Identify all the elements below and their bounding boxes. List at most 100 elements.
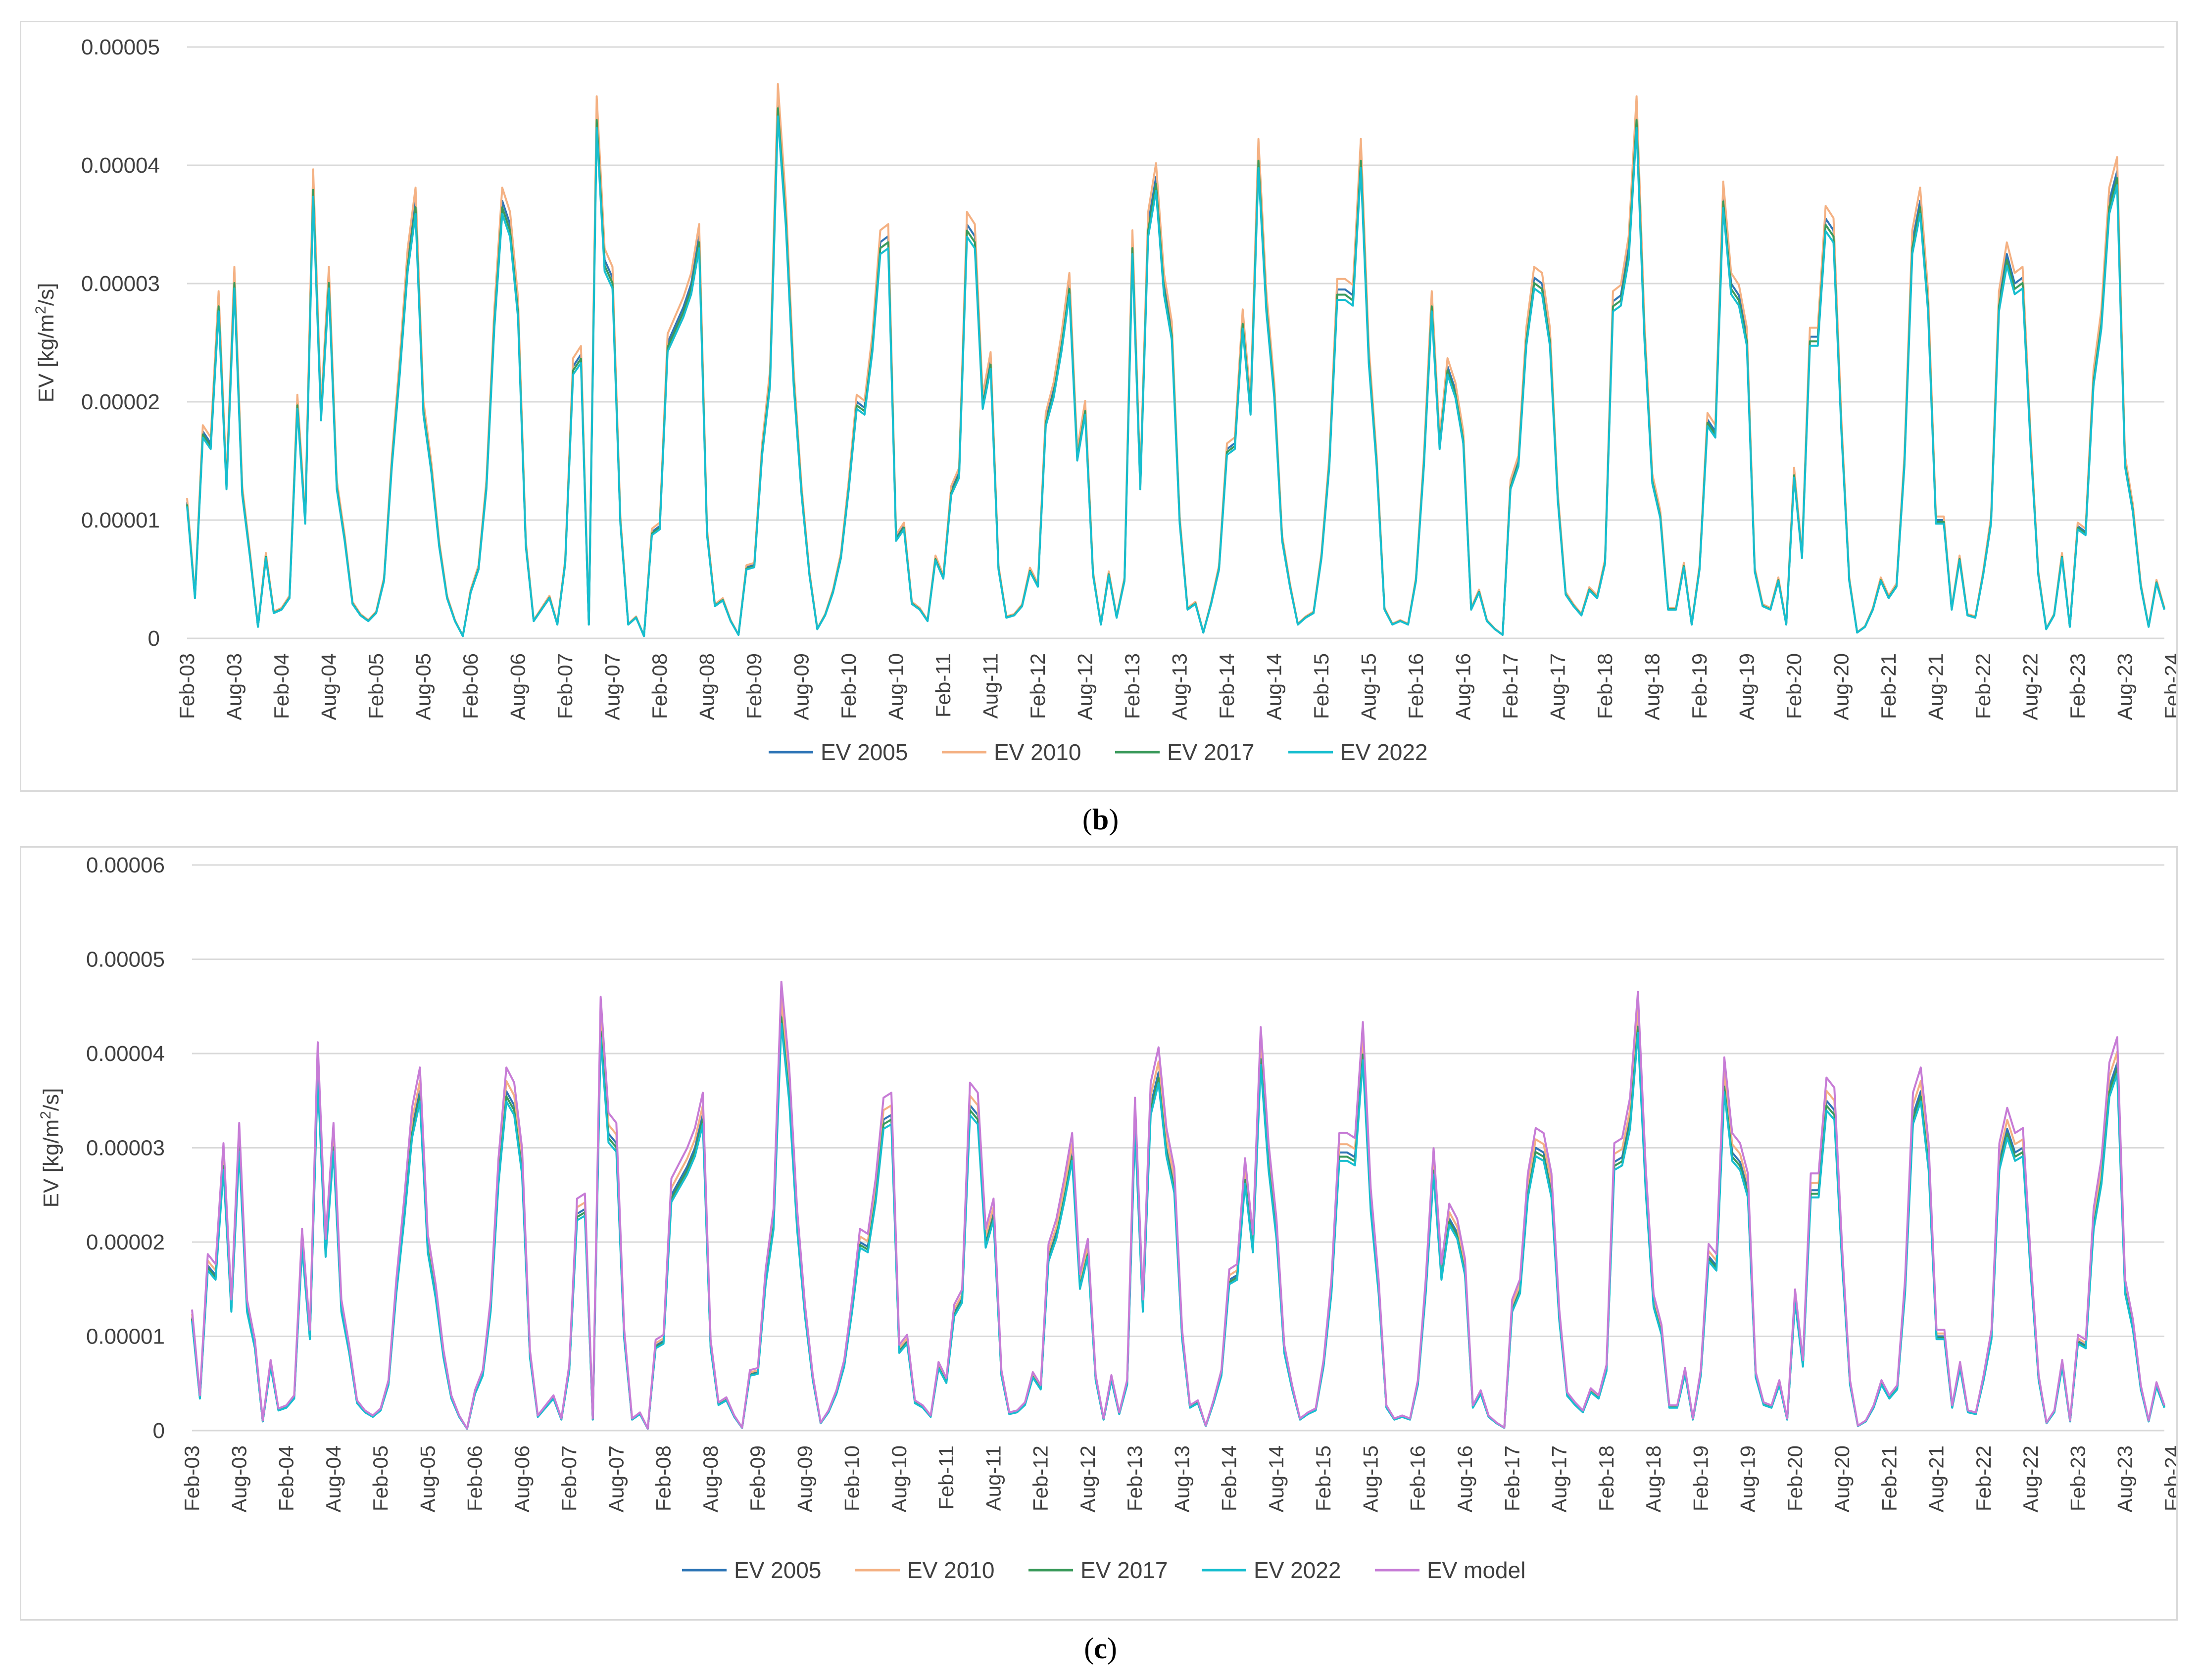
- caption-c: (c): [0, 1632, 2201, 1666]
- x-tick-label-c-16: Feb-11: [934, 1445, 958, 1510]
- x-tick-label-c-3: Aug-04: [322, 1445, 345, 1512]
- x-tick-label-b-35: Aug-20: [1829, 653, 1853, 720]
- x-tick-label-b-29: Aug-17: [1546, 653, 1569, 720]
- x-tick-label-b-28: Feb-17: [1499, 653, 1522, 719]
- x-tick-label-c-18: Feb-12: [1029, 1445, 1052, 1511]
- x-tick-label-b-42: Feb-24: [2160, 653, 2176, 719]
- x-tick-label-b-3: Aug-04: [317, 653, 340, 720]
- y-tick-label-c-5: 0.00005: [86, 948, 165, 972]
- x-tick-label-b-5: Aug-05: [411, 653, 435, 720]
- x-tick-label-c-22: Feb-14: [1218, 1445, 1241, 1511]
- x-tick-label-c-37: Aug-21: [1925, 1445, 1948, 1512]
- x-tick-label-c-24: Feb-15: [1312, 1445, 1335, 1511]
- y-tick-label-c-4: 0.00004: [86, 1042, 165, 1066]
- x-tick-label-b-11: Aug-08: [695, 653, 718, 720]
- legend-label-c-2: EV 2017: [1080, 1557, 1168, 1583]
- x-tick-label-b-19: Aug-12: [1073, 653, 1096, 720]
- x-tick-label-b-4: Feb-05: [364, 653, 388, 719]
- x-tick-label-b-25: Aug-15: [1357, 653, 1380, 720]
- x-tick-label-c-34: Feb-20: [1783, 1445, 1807, 1511]
- x-tick-label-b-18: Feb-12: [1026, 653, 1049, 719]
- x-tick-label-c-21: Aug-13: [1170, 1445, 1193, 1512]
- x-tick-label-c-40: Feb-23: [2066, 1445, 2089, 1511]
- x-tick-label-b-7: Aug-06: [506, 653, 529, 720]
- x-tick-label-c-29: Aug-17: [1548, 1445, 1571, 1512]
- x-tick-label-c-8: Feb-07: [557, 1445, 581, 1511]
- x-tick-label-c-15: Aug-10: [887, 1445, 911, 1512]
- legend-label-c-1: EV 2010: [907, 1557, 994, 1583]
- caption-b-close: ): [1109, 803, 1119, 836]
- x-tick-label-c-31: Aug-18: [1642, 1445, 1665, 1512]
- y-axis-title-b: EV [kg/m2/s]: [33, 283, 59, 403]
- x-tick-label-c-23: Aug-14: [1265, 1445, 1288, 1512]
- y-tick-label-c-2: 0.00002: [86, 1230, 165, 1254]
- x-tick-label-c-41: Aug-23: [2113, 1445, 2137, 1512]
- series-line-c-ev-model: [191, 980, 2165, 1430]
- x-tick-label-c-20: Feb-13: [1123, 1445, 1146, 1511]
- x-tick-label-b-31: Aug-18: [1640, 653, 1663, 720]
- x-tick-label-c-33: Aug-19: [1736, 1445, 1760, 1512]
- x-tick-label-b-23: Aug-14: [1262, 653, 1285, 720]
- x-tick-label-b-36: Feb-21: [1877, 653, 1900, 719]
- x-tick-label-b-26: Feb-16: [1404, 653, 1427, 719]
- series-line-c-ev-2005: [191, 1010, 2165, 1430]
- x-tick-label-b-20: Feb-13: [1121, 653, 1144, 719]
- legend-label-c-4: EV model: [1427, 1557, 1525, 1583]
- x-tick-label-b-38: Feb-22: [1971, 653, 1995, 719]
- x-tick-label-c-35: Aug-20: [1830, 1445, 1854, 1512]
- caption-b-letter: b: [1092, 803, 1109, 836]
- chart-c: 0 0.00001 0.00002 0.00003 0.00004 0.00005 0.00…: [38, 853, 2177, 1583]
- x-tick-label-b-0: Feb-03: [175, 653, 198, 719]
- x-tick-label-c-26: Feb-16: [1406, 1445, 1429, 1511]
- x-tick-label-b-22: Feb-14: [1215, 653, 1238, 719]
- y-axis-title-c: EV [kg/m2/s]: [38, 1088, 64, 1208]
- x-tick-label-b-30: Feb-18: [1593, 653, 1616, 719]
- caption-b: (b): [0, 803, 2201, 837]
- x-tick-label-b-24: Feb-15: [1310, 653, 1333, 719]
- caption-c-close: ): [1107, 1632, 1117, 1665]
- legend-label-c-3: EV 2022: [1254, 1557, 1341, 1583]
- x-tick-label-c-14: Feb-10: [840, 1445, 864, 1511]
- x-tick-label-b-13: Aug-09: [789, 653, 813, 720]
- y-tick-label-c-0: 0: [153, 1419, 165, 1443]
- x-tick-label-b-16: Feb-11: [931, 653, 955, 718]
- y-tick-label-b-1: 0.00001: [81, 508, 160, 532]
- series-line-b-ev-2017: [186, 107, 2165, 637]
- x-tick-label-b-34: Feb-20: [1782, 653, 1806, 719]
- y-tick-label-b-4: 0.00004: [81, 153, 160, 178]
- x-tick-label-c-1: Aug-03: [227, 1445, 250, 1512]
- x-tick-label-c-42: Feb-24: [2160, 1445, 2176, 1511]
- y-tick-label-b-5: 0.00005: [81, 35, 160, 59]
- x-tick-label-b-21: Aug-13: [1168, 653, 1191, 720]
- x-tick-label-b-15: Aug-10: [884, 653, 907, 720]
- x-tick-label-b-12: Feb-09: [742, 653, 766, 719]
- x-tick-label-b-9: Aug-07: [600, 653, 624, 720]
- legend-label-b-0: EV 2005: [821, 739, 908, 765]
- x-tick-label-c-11: Aug-08: [699, 1445, 722, 1512]
- series-line-b-ev-2010: [186, 83, 2165, 637]
- x-tick-label-c-27: Aug-16: [1453, 1445, 1476, 1512]
- caption-c-letter: c: [1094, 1632, 1107, 1665]
- legend-label-b-2: EV 2017: [1167, 739, 1254, 765]
- x-tick-label-c-4: Feb-05: [369, 1445, 392, 1511]
- x-tick-label-b-32: Feb-19: [1688, 653, 1711, 719]
- y-tick-label-b-2: 0.00002: [81, 390, 160, 414]
- series-line-c-ev-2017: [191, 1016, 2165, 1430]
- x-tick-label-c-12: Feb-09: [746, 1445, 769, 1511]
- legend-label-b-3: EV 2022: [1340, 739, 1427, 765]
- x-tick-label-c-5: Aug-05: [416, 1445, 439, 1512]
- y-tick-label-b-3: 0.00003: [81, 272, 160, 296]
- series-line-b-ev-2005: [186, 99, 2165, 637]
- x-tick-label-c-6: Feb-06: [463, 1445, 487, 1511]
- x-tick-label-b-40: Feb-23: [2066, 653, 2089, 719]
- chart-panel-c: 0 0.00001 0.00002 0.00003 0.00004 0.00005 0.00…: [20, 846, 2178, 1621]
- legend-label-c-0: EV 2005: [734, 1557, 821, 1583]
- legend-label-b-1: EV 2010: [994, 739, 1081, 765]
- caption-b-open: (: [1082, 803, 1092, 836]
- x-tick-label-b-2: Feb-04: [270, 653, 293, 719]
- chart-panel-b: 0 0.00001 0.00002 0.00003 0.00004 0.00005 EV […: [20, 21, 2178, 792]
- x-tick-label-c-38: Feb-22: [1972, 1445, 1995, 1511]
- x-tick-label-b-10: Feb-08: [648, 653, 671, 719]
- x-tick-label-b-33: Aug-19: [1735, 653, 1758, 720]
- x-tick-label-c-28: Feb-17: [1500, 1445, 1523, 1511]
